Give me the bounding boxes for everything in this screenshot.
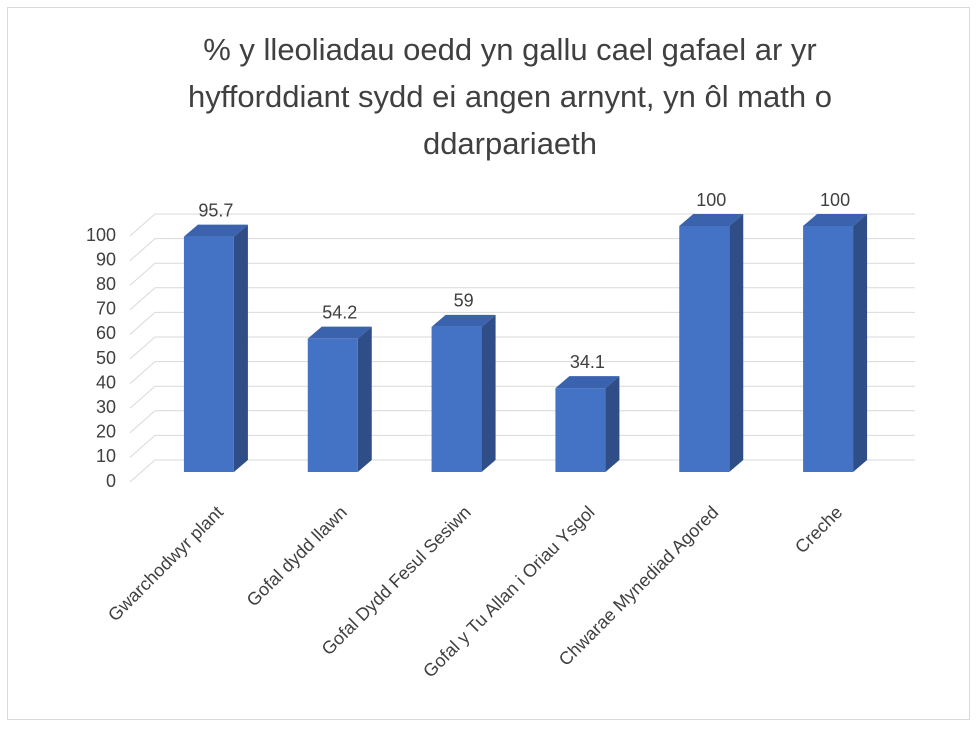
grid-line [129,385,915,409]
bar-top [803,214,868,226]
bar-top [307,326,372,339]
bar-side [233,224,248,472]
data-label: 95.7 [198,200,233,220]
bar-top [679,214,744,226]
y-tick-label: 10 [96,446,116,466]
grid-line [129,311,915,335]
grid-line [129,410,915,434]
bar-side [481,314,496,472]
chart-frame [7,7,970,720]
y-tick-label: 0 [106,471,116,491]
bar-side [853,214,868,472]
y-tick-label: 90 [96,249,116,269]
bar [679,226,730,472]
chart-title: % y lleoliadau oedd yn gallu cael gafael… [188,32,832,161]
data-label: 100 [820,190,850,210]
data-label: 54.2 [322,302,357,322]
bar-top [431,314,496,327]
y-tick-label: 30 [96,397,116,417]
bar-side [605,376,620,472]
y-tick-label: 20 [96,422,116,442]
y-tick-label: 40 [96,372,116,392]
y-tick-label: 70 [96,299,116,319]
bar [307,338,358,472]
x-tick-label: Gwarchodwyr plant [104,502,227,625]
bar [183,236,234,472]
grid-line [129,262,915,286]
data-label: 34.1 [570,352,605,372]
bar-top [555,376,620,389]
y-tick-label: 80 [96,274,116,294]
y-tick-label: 50 [96,348,116,368]
x-tick-label: Creche [791,502,846,557]
grid-line [129,287,915,311]
grid-line [129,336,915,360]
y-tick-label: 100 [86,225,116,245]
grid-line [129,434,915,458]
bar [555,388,606,472]
data-label: 59 [454,291,474,311]
bar-side [357,326,372,472]
grid-line [129,459,915,483]
grid-line [129,213,915,237]
data-label: 100 [696,190,726,210]
y-tick-label: 60 [96,323,116,343]
grid-line [129,238,915,261]
x-tick-label: Gofal dydd llawn [243,502,351,610]
grid-line [129,361,915,384]
bar-top [183,224,248,237]
bar [431,326,482,472]
bar-side [729,214,744,472]
bar [803,226,854,472]
